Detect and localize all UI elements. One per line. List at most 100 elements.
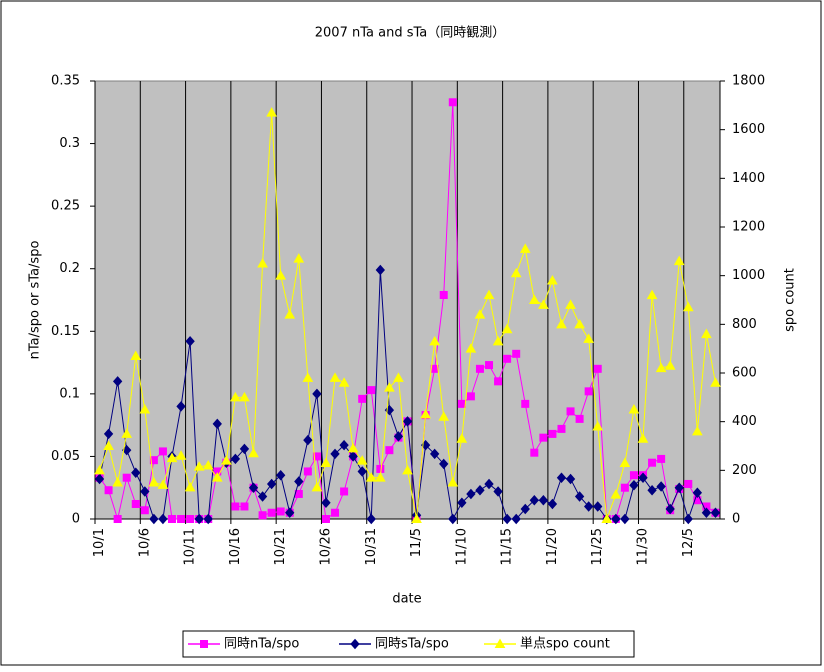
point [257, 491, 268, 502]
point [175, 450, 187, 460]
point [121, 428, 133, 438]
y2-tick-label: 600 [732, 366, 757, 381]
point [293, 253, 305, 263]
point [321, 497, 331, 508]
x-tick-label: 10/26 [318, 528, 333, 565]
y2-tick-label: 800 [732, 317, 757, 332]
point [538, 494, 549, 506]
y2-tick-label: 400 [732, 414, 757, 429]
point [539, 433, 548, 442]
point [312, 452, 321, 461]
point [692, 487, 703, 498]
point [275, 270, 287, 280]
plot-area [94, 80, 721, 520]
point [158, 513, 168, 525]
point [203, 513, 213, 525]
point [329, 372, 341, 382]
point [131, 467, 141, 478]
point [574, 491, 585, 502]
point [131, 499, 140, 508]
point [502, 513, 512, 525]
point [456, 433, 468, 443]
point [611, 513, 621, 525]
point [340, 487, 349, 496]
point [593, 501, 603, 512]
point [448, 98, 457, 107]
legend-marker [494, 638, 506, 648]
point [184, 481, 196, 492]
point [492, 335, 504, 346]
y-tick-label: 0.05 [51, 449, 80, 464]
point [366, 513, 376, 525]
legend-label: 同時nTa/spo [224, 637, 299, 652]
point [311, 481, 323, 492]
x-tick-label: 11/30 [636, 528, 651, 565]
point [257, 257, 268, 268]
point [376, 464, 385, 473]
y2-tick-label: 1400 [732, 171, 765, 186]
y2-tick-label: 200 [732, 463, 757, 478]
point [202, 459, 214, 470]
x-tick-label: 11/15 [500, 528, 515, 565]
point [548, 429, 557, 438]
x-tick-label: 11/5 [409, 528, 424, 557]
point [103, 428, 114, 440]
point [584, 387, 593, 396]
point [448, 513, 458, 525]
point [94, 473, 105, 485]
point [149, 513, 159, 525]
chart-title: 2007 nTa and sTa（同時観測） [315, 26, 505, 41]
point [357, 466, 367, 477]
point [157, 479, 169, 489]
point [331, 508, 340, 517]
point [683, 513, 693, 525]
point [475, 364, 484, 373]
x-tick-label: 10/16 [228, 528, 243, 565]
point [656, 481, 666, 492]
point [503, 354, 512, 363]
x-tick-label: 10/11 [183, 528, 198, 565]
point [321, 515, 330, 523]
point [303, 467, 312, 476]
point [330, 448, 340, 460]
point [112, 476, 123, 487]
point [701, 507, 712, 518]
point [638, 472, 648, 483]
point [94, 464, 105, 475]
point [510, 267, 522, 278]
point [521, 399, 530, 408]
point [130, 350, 142, 360]
point [629, 479, 639, 491]
point [312, 388, 322, 400]
point [692, 425, 703, 436]
point [276, 507, 285, 516]
point [629, 471, 638, 480]
y2-tick-label: 1000 [732, 268, 765, 283]
point [684, 479, 693, 488]
point [266, 478, 277, 490]
point [484, 478, 494, 490]
point [501, 323, 513, 334]
point [339, 439, 349, 451]
point [566, 407, 575, 416]
point [374, 472, 386, 482]
legend-label: 同時sTa/spo [375, 637, 449, 652]
y2-axis-title: spo count [783, 268, 798, 332]
x-axis-title: date [392, 592, 421, 607]
point [139, 403, 151, 414]
point [647, 484, 657, 496]
point [474, 309, 486, 319]
point [358, 394, 367, 403]
point [166, 452, 178, 463]
point [673, 255, 685, 266]
point [439, 290, 448, 299]
point [149, 456, 158, 465]
y-tick-label: 0.35 [51, 74, 80, 89]
y-tick-label: 0.25 [51, 199, 80, 214]
point [457, 497, 467, 508]
point [710, 507, 721, 518]
point [122, 473, 131, 482]
y2-tick-label: 1800 [732, 74, 765, 89]
legend-marker [200, 640, 208, 648]
point [646, 289, 658, 300]
